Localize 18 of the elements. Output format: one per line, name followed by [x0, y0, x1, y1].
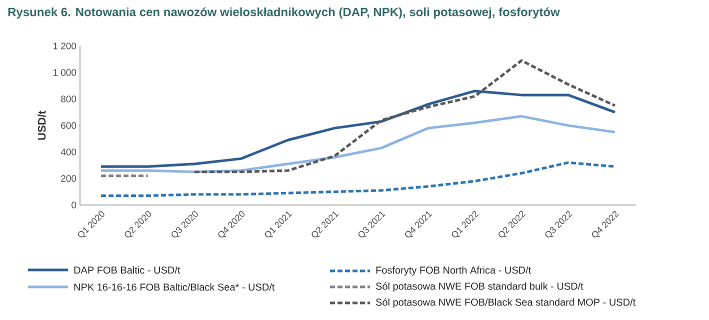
y-tick-label: 400 — [60, 148, 76, 156]
y-tick-label: 800 — [61, 96, 76, 102]
legend-label: Fosforyty FOB North Africa - USD/t — [376, 266, 532, 276]
line-series — [193, 59, 616, 174]
legend-label: DAP FOB Baltic - USD/t — [74, 266, 180, 274]
y-tick-label: 1 000 — [53, 69, 76, 76]
legend-label: Sól potasowa NWE FOB standard bulk - USD/t — [376, 282, 584, 292]
line-series — [100, 90, 616, 168]
y-tick-label: 0 — [72, 202, 76, 208]
line-series — [100, 161, 616, 198]
y-tick-label: 200 — [61, 175, 76, 182]
chart-title: Rysunek 6. Notowania cen nawozów wieloskładnikowych (DAP, NPK), soli potasowej, fosforytów — [8, 7, 560, 19]
line-series — [100, 114, 616, 174]
y-axis-title: USD/t — [38, 110, 46, 140]
y-tick-label: 1 200 — [53, 42, 76, 50]
legend-label: Sól potasowa NWE FOB/Black Sea standard MOP - USD/t — [376, 298, 636, 308]
y-tick-label: 600 — [61, 122, 76, 129]
legend-label: NPK 16-16-16 FOB Baltic/Black Sea* - USD/t — [74, 283, 275, 291]
